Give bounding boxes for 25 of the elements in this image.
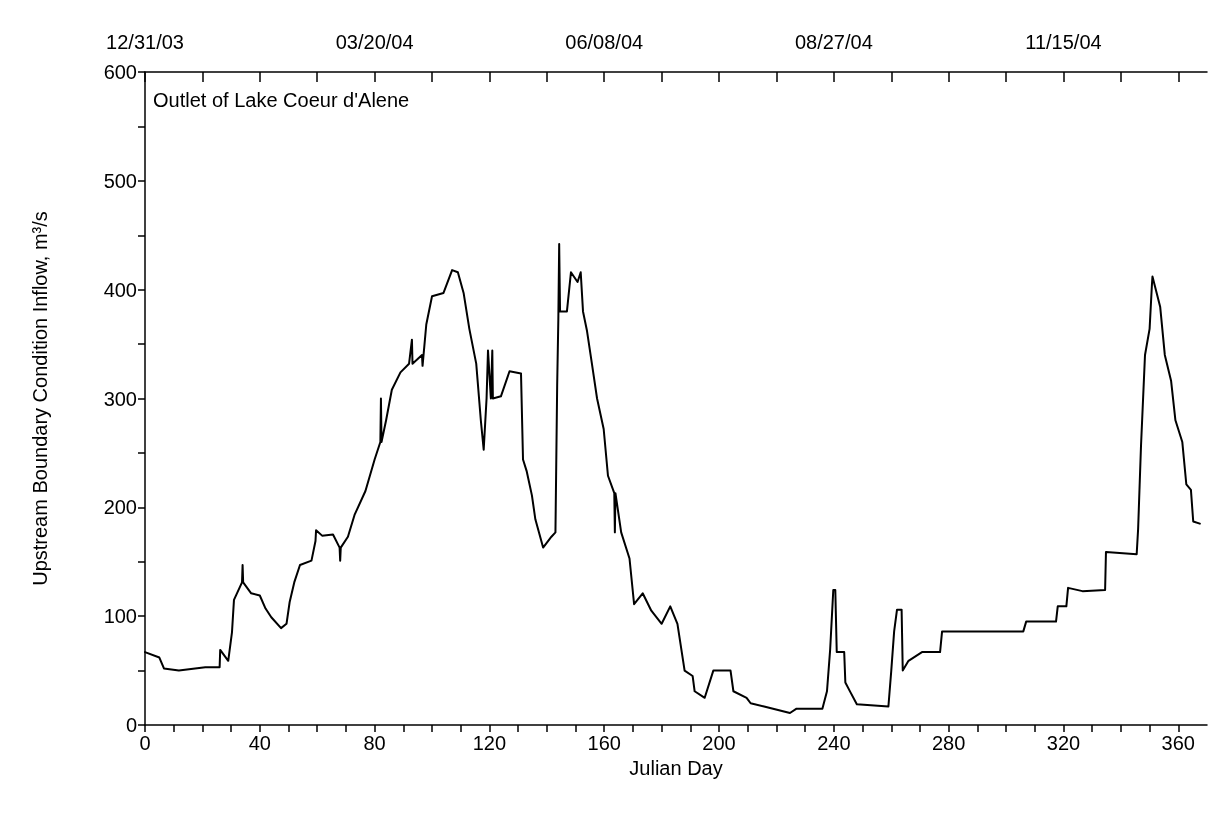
y-tick-label: 400 [103,278,137,301]
x-tick-label: 240 [817,732,851,754]
x-tick-label: 360 [1161,732,1195,754]
annotation: Outlet of Lake Coeur d'Alene [153,89,410,111]
x-tick-label: 40 [248,732,271,754]
y-tick-label: 500 [103,169,137,192]
x2-tick-label: 08/27/04 [794,31,873,53]
x-tick-label: 160 [587,732,621,754]
x2-tick-label: 03/20/04 [335,31,414,53]
y-tick-label: 0 [125,714,137,736]
x-tick-label: 80 [363,732,386,754]
x-tick-label: 320 [1046,732,1081,754]
x2-tick-label: 11/15/04 [1025,31,1102,53]
y-tick-label: 200 [103,496,137,519]
y-tick-label: 300 [103,387,137,410]
y-tick-label: 600 [103,61,137,83]
x-tick-label: 120 [472,732,507,754]
y-axis-title: Upstream Boundary Condition Inflow, m³/s [29,211,51,586]
x2-tick-label: 12/31/03 [106,31,184,53]
x-tick-label: 0 [139,732,151,754]
x2-tick-label: 06/08/04 [565,31,644,53]
x-tick-label: 280 [931,732,966,754]
x-tick-label: 200 [702,732,736,754]
y-tick-label: 100 [103,605,137,628]
x-axis-title: Julian Day [629,756,723,779]
